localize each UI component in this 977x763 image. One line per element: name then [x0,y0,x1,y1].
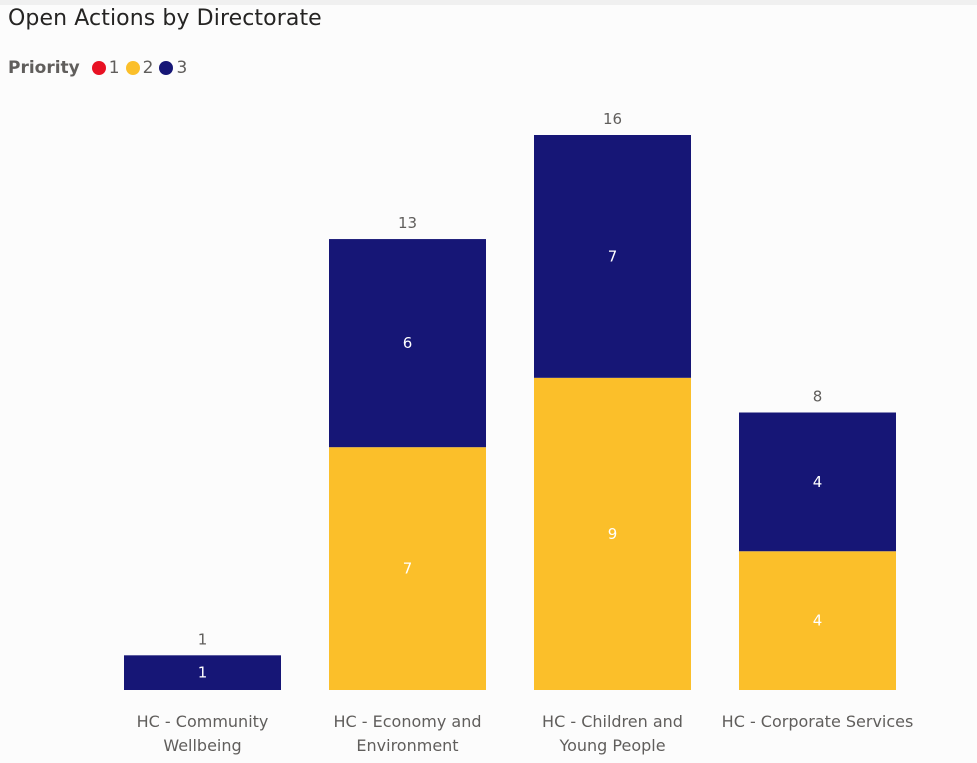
total-label: 13 [398,214,417,232]
bar-segment[interactable] [739,412,896,552]
legend-item-priority-2[interactable]: 2 [125,58,154,78]
x-axis-tick-label: HC - Children and [542,712,683,731]
legend-label: 3 [176,58,188,78]
chart-title: Open Actions by Directorate [8,6,322,31]
bar-segment[interactable] [534,135,691,378]
bar-segment[interactable] [739,551,896,690]
x-axis-tick-label: Wellbeing [163,736,241,755]
data-label: 7 [403,560,413,578]
legend-dot-icon [159,61,174,75]
legend-dot-icon [91,61,106,75]
x-axis-tick-label: HC - Community [137,712,269,731]
legend-label: 2 [142,58,154,78]
bar-segment[interactable] [329,447,486,690]
data-label: 4 [813,612,823,630]
data-label: 4 [813,473,823,491]
legend-item-priority-3[interactable]: 3 [159,58,187,78]
x-axis-tick-label: Young People [558,736,665,755]
x-axis-tick-label: HC - Corporate Services [722,712,914,731]
data-label: 1 [198,664,208,682]
legend-title: Priority [8,58,80,78]
total-label: 8 [813,388,823,406]
legend-label: 1 [108,58,120,78]
data-label: 7 [608,247,618,265]
top-strip [0,0,977,5]
total-label: 1 [198,630,208,648]
legend-dot-icon [125,61,140,75]
legend-item-priority-1[interactable]: 1 [91,58,120,78]
data-label: 6 [403,334,413,352]
bar-segment[interactable] [329,239,486,448]
x-axis-tick-label: Environment [356,736,458,755]
data-label: 9 [608,525,618,543]
total-label: 16 [603,110,622,128]
x-axis-tick-label: HC - Economy and [333,712,481,731]
bar-segment[interactable] [124,655,281,690]
bar-segment[interactable] [534,377,691,690]
legend[interactable]: Priority 1 2 3 [8,56,193,80]
